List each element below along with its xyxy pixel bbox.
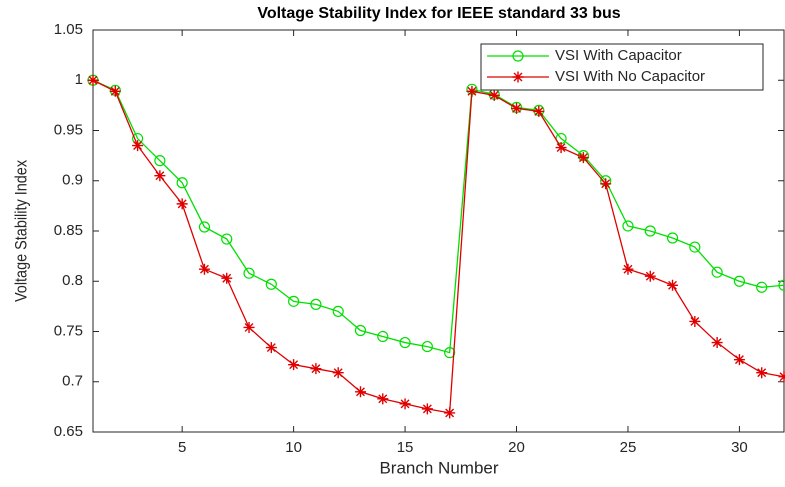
data-point: [377, 330, 389, 343]
data-point: [243, 267, 255, 279]
data-point: [600, 178, 612, 190]
data-point: [778, 279, 785, 291]
x-tick-label: 15: [397, 439, 414, 456]
data-point: [198, 263, 210, 275]
data-point: [221, 233, 233, 245]
data-point: [511, 102, 523, 114]
data-point: [288, 295, 300, 307]
data-point: [733, 275, 746, 287]
y-tick-label: 1.05: [54, 21, 83, 38]
data-point: [555, 142, 567, 154]
data-point: [176, 177, 188, 189]
y-tick-label: 0.85: [54, 222, 83, 239]
data-point: [154, 170, 166, 182]
legend-box: [480, 43, 764, 91]
y-tick-label: 0.8: [62, 272, 83, 289]
y-tick-label: 0.9: [62, 172, 83, 189]
data-point: [265, 342, 277, 354]
data-point: [421, 340, 433, 353]
y-tick-label: 0.65: [54, 423, 83, 440]
data-point: [154, 155, 166, 167]
data-point: [310, 363, 322, 375]
data-point: [399, 398, 411, 410]
data-point: [444, 407, 456, 419]
x-tick-label: 10: [285, 439, 302, 456]
data-point: [644, 225, 656, 237]
data-point: [689, 315, 701, 327]
data-point: [87, 74, 99, 86]
chart-title: Voltage Stability Index for IEEE standar…: [257, 5, 620, 22]
data-point: [667, 279, 679, 291]
data-point: [488, 89, 500, 101]
data-point: [444, 347, 456, 359]
data-point: [332, 367, 344, 379]
data-point: [756, 367, 768, 379]
y-tick-label: 0.95: [54, 121, 83, 138]
x-tick-label: 5: [178, 439, 186, 456]
data-point: [176, 198, 188, 210]
legend-label: VSI With Capacitor: [555, 47, 682, 64]
legend-marker: [512, 71, 524, 83]
data-point: [666, 232, 679, 244]
data-point: [577, 152, 589, 164]
data-point: [354, 324, 367, 337]
data-point: [132, 140, 144, 152]
data-point: [421, 403, 433, 415]
data-point: [354, 386, 366, 398]
y-tick-label: 0.7: [62, 373, 83, 390]
data-point: [711, 266, 723, 278]
data-point: [310, 298, 322, 310]
data-point: [756, 281, 768, 293]
data-point: [265, 278, 277, 290]
data-point: [332, 305, 344, 317]
legend-label: VSI With No Capacitor: [555, 68, 705, 85]
y-axis-label: Voltage Stability Index: [12, 160, 30, 302]
data-point: [622, 263, 634, 275]
x-tick-label: 20: [508, 439, 525, 456]
data-point: [288, 359, 300, 371]
x-tick-label: 30: [731, 439, 748, 456]
data-point: [198, 221, 211, 233]
data-point: [221, 272, 233, 284]
x-tick-label: 25: [620, 439, 637, 456]
data-point: [533, 105, 545, 117]
data-point: [377, 393, 389, 405]
data-point: [689, 241, 701, 253]
x-axis-label: Branch Number: [379, 458, 498, 477]
data-point: [778, 371, 785, 383]
data-point: [711, 337, 723, 349]
data-point: [733, 354, 745, 366]
series-line: [92, 79, 785, 354]
series-line: [92, 79, 785, 414]
y-tick-label: 1: [75, 71, 83, 88]
data-point: [466, 85, 478, 97]
y-tick-label: 0.75: [54, 322, 83, 339]
data-point: [399, 336, 411, 349]
legend-marker: [512, 50, 524, 62]
data-point: [644, 270, 656, 282]
data-point: [243, 321, 255, 333]
data-point: [109, 85, 121, 97]
data-point: [622, 220, 634, 232]
